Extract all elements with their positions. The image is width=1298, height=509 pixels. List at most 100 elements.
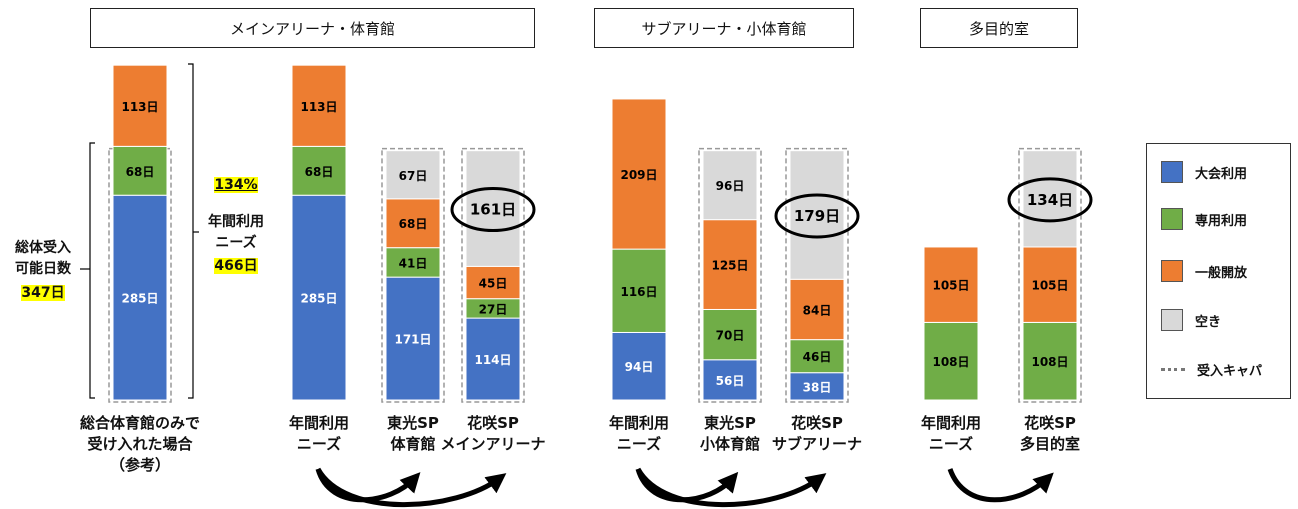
bar-3-ippan (465, 265, 521, 300)
data-label-2-taikai: 171日 (394, 333, 431, 347)
x-label-8: 花咲SP 多目的室 (1019, 414, 1080, 453)
legend-label-senyo: 専用利用 (1195, 213, 1248, 229)
data-label-2-ippan: 68日 (399, 217, 428, 231)
data-label-7-ippan: 105日 (932, 279, 969, 293)
legend-swatch-senyo (1161, 208, 1183, 230)
ratio-value: 134% (196, 175, 276, 196)
x-label-7: 年間利用 ニーズ (920, 414, 981, 453)
highlight-circle-3 (450, 187, 536, 233)
annual-needs-number: 466日 (214, 258, 258, 274)
bar-0-senyo (112, 145, 168, 196)
data-label-2-senyo: 41日 (399, 256, 428, 270)
bar-2-aki (385, 150, 441, 200)
legend-swatch-aki (1161, 309, 1183, 331)
bar-6-ippan (789, 278, 845, 341)
bar-5-aki (702, 150, 758, 221)
total-capacity-value: 347日 (0, 283, 86, 304)
capacity-box-2 (381, 147, 445, 403)
data-label-1-ippan: 113日 (300, 100, 337, 114)
data-label-5-senyo: 70日 (716, 329, 745, 343)
capacity-box-0 (108, 147, 172, 403)
bar-3-aki (465, 150, 521, 267)
x-label-3: 花咲SP メインアリーナ (440, 414, 546, 453)
bar-6-senyo (789, 339, 845, 374)
legend-label-aki: 空き (1195, 314, 1222, 330)
annual-needs-label: 年間利用 ニーズ (208, 214, 264, 251)
bar-7-senyo (923, 321, 979, 401)
annual-needs-value: 466日 (196, 256, 276, 277)
data-label-7-senyo: 108日 (932, 355, 969, 369)
data-label-6-taikai: 38日 (803, 380, 832, 394)
bar-5-taikai (702, 359, 758, 401)
legend-swatch-ippan (1161, 260, 1183, 282)
data-label-0-taikai: 285日 (121, 292, 158, 306)
capacity-box-8 (1018, 147, 1082, 403)
bar-7-ippan (923, 246, 979, 323)
data-label-0-senyo: 68日 (126, 165, 155, 179)
header-main-arena: メインアリーナ・体育館 (90, 8, 535, 48)
capacity-box-5 (698, 147, 762, 403)
bar-4-ippan (611, 98, 667, 250)
bar-1-ippan (291, 64, 347, 147)
data-label-4-taikai: 94日 (625, 360, 654, 374)
x-label-6: 花咲SP サブアリーナ (771, 414, 862, 453)
data-label-1-taikai: 285日 (300, 292, 337, 306)
bar-1-taikai (291, 194, 347, 401)
x-label-2: 東光SP 体育館 (387, 414, 439, 453)
bar-2-ippan (385, 198, 441, 249)
data-label-0-ippan: 113日 (121, 100, 158, 114)
bar-8-aki (1022, 150, 1078, 248)
data-label-5-aki: 96日 (716, 179, 745, 193)
highlight-circle-8 (1007, 177, 1093, 223)
x-label-4: 年間利用 ニーズ (608, 414, 669, 453)
flow-arrow-1 (315, 467, 507, 508)
data-label-6-aki: 179日 (794, 207, 840, 225)
flow-arrow-4 (947, 468, 1054, 503)
bar-2-senyo (385, 247, 441, 278)
legend-label-taikai: 大会利用 (1195, 166, 1248, 182)
data-label-8-senyo: 108日 (1031, 355, 1068, 369)
data-label-8-aki: 134日 (1027, 191, 1073, 209)
bar-5-ippan (702, 219, 758, 310)
legend: 大会利用 専用利用 一般開放 空き 受入キャパ (1146, 143, 1291, 399)
bar-2-taikai (385, 276, 441, 401)
bar-6-aki (789, 150, 845, 280)
data-label-5-ippan: 125日 (711, 259, 748, 273)
data-label-8-ippan: 105日 (1031, 279, 1068, 293)
header-sub-arena: サブアリーナ・小体育館 (594, 8, 854, 48)
total-capacity-number: 347日 (21, 285, 65, 301)
data-label-1-senyo: 68日 (305, 165, 334, 179)
total-capacity-label: 総体受入 可能日数 (15, 240, 71, 277)
legend-item-senyo: 専用利用 (1161, 207, 1247, 231)
data-label-3-ippan: 45日 (479, 277, 508, 291)
bar-1-senyo (291, 145, 347, 196)
bracket-capacity (89, 142, 95, 399)
bar-6-taikai (789, 372, 845, 401)
bar-4-taikai (611, 331, 667, 401)
bar-4-senyo (611, 248, 667, 333)
data-label-3-aki: 161日 (470, 201, 516, 219)
data-label-4-senyo: 116日 (620, 285, 657, 299)
legend-swatch-taikai (1161, 161, 1183, 183)
x-label-5: 東光SP 小体育館 (699, 414, 760, 453)
data-label-2-aki: 67日 (399, 169, 428, 183)
data-label-4-ippan: 209日 (620, 168, 657, 182)
capacity-box-3 (461, 147, 525, 403)
data-label-6-senyo: 46日 (803, 350, 832, 364)
legend-item-taikai: 大会利用 (1161, 160, 1247, 184)
x-label-1: 年間利用 ニーズ (288, 414, 349, 453)
x-label-0: 総合体育館のみで 受け入れた場合 （参考） (79, 414, 200, 474)
legend-item-ippan: 一般開放 (1161, 259, 1247, 283)
capacity-box-6 (785, 147, 849, 403)
flow-arrow-3 (635, 467, 827, 508)
data-label-3-taikai: 114日 (474, 353, 511, 367)
header-multipurpose: 多目的室 (920, 8, 1078, 48)
legend-label-capacity: 受入キャパ (1197, 363, 1263, 379)
legend-swatch-capacity (1161, 367, 1185, 371)
data-label-5-taikai: 56日 (716, 374, 745, 388)
bar-8-ippan (1022, 246, 1078, 323)
highlight-circle-6 (774, 193, 860, 239)
legend-item-capacity: 受入キャパ (1161, 357, 1262, 381)
